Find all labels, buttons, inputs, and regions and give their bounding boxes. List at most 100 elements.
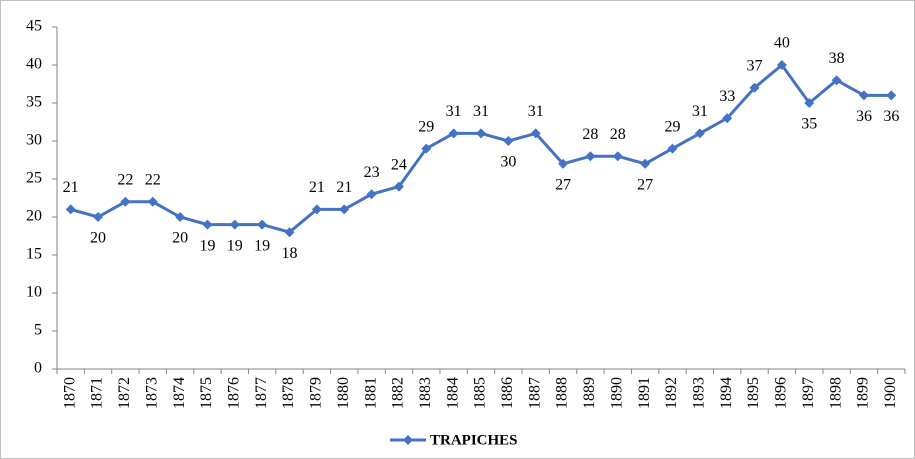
x-tick-label: 1870 [61,377,78,409]
x-tick-label: 1897 [800,377,817,409]
data-label: 19 [199,237,215,254]
y-tick-label: 45 [26,18,42,35]
x-tick-label: 1895 [745,377,762,409]
x-tick-label: 1881 [362,377,379,409]
data-label: 22 [117,171,133,188]
x-tick-label: 1878 [280,377,297,409]
data-point [339,204,350,215]
y-tick-label: 20 [26,208,42,225]
data-point [147,196,158,207]
data-point [476,128,486,139]
data-label: 27 [637,176,653,193]
x-tick-label: 1898 [827,377,844,409]
x-tick-label: 1888 [554,377,571,409]
y-tick-label: 5 [34,322,42,339]
data-point [804,98,815,108]
y-tick-label: 0 [34,360,42,377]
data-label: 19 [227,237,243,254]
data-label: 21 [63,179,79,196]
x-tick-label: 1893 [691,377,708,409]
data-point [311,204,322,215]
x-tick-label: 1890 [608,377,625,409]
data-point [175,212,186,222]
data-point [257,219,268,230]
data-label: 28 [610,126,626,143]
x-tick-label: 1882 [390,377,407,409]
x-tick-label: 1889 [581,377,598,409]
data-point [448,128,459,139]
data-label: 37 [747,57,763,74]
x-tick-label: 1894 [718,377,735,409]
data-label: 29 [664,118,680,135]
x-tick-label: 1879 [308,377,325,409]
data-point [393,181,404,192]
data-point [585,151,596,162]
data-point [831,75,842,86]
legend-marker [403,435,413,445]
x-tick-label: 1891 [636,377,653,409]
data-label: 27 [555,176,571,193]
x-tick-label: 1900 [882,377,899,409]
data-label: 24 [391,156,407,173]
x-tick-label: 1896 [773,377,790,409]
data-point [886,90,897,101]
data-label: 20 [172,230,188,247]
x-tick-label: 1884 [444,377,461,409]
data-label: 21 [336,179,352,196]
data-point [229,219,240,230]
x-tick-label: 1892 [663,377,680,409]
data-label: 30 [500,154,516,171]
data-label: 28 [582,126,598,143]
legend-label: TRAPICHES [430,432,518,448]
y-tick-label: 40 [26,56,42,73]
data-label: 20 [90,230,106,247]
data-point [530,128,541,139]
data-label: 40 [774,35,790,52]
data-label: 38 [829,50,845,67]
x-tick-label: 1877 [253,377,270,409]
data-point [749,82,760,93]
x-tick-label: 1874 [171,377,188,409]
data-label: 21 [309,179,325,196]
data-point [284,227,295,238]
data-point [120,196,131,207]
data-point [776,60,787,70]
data-label: 19 [254,237,270,254]
y-tick-label: 15 [26,246,42,263]
data-label: 18 [282,245,298,262]
data-label: 31 [528,103,544,120]
data-point [65,204,76,215]
data-point [558,158,569,169]
data-label: 35 [801,116,817,133]
data-point [202,219,213,230]
data-label: 29 [418,118,434,135]
data-point [503,136,514,146]
data-label: 31 [446,103,462,120]
data-label: 23 [364,164,380,181]
data-point [694,128,705,139]
data-label: 22 [145,171,161,188]
y-tick-label: 30 [26,132,42,149]
x-tick-label: 1886 [499,377,516,409]
data-point [640,158,651,169]
y-tick-label: 25 [26,170,42,187]
x-tick-label: 1899 [855,377,872,409]
data-point [722,113,733,124]
x-tick-label: 1885 [472,377,489,409]
x-tick-label: 1883 [417,377,434,409]
data-label: 31 [692,103,708,120]
data-point [93,212,104,222]
x-tick-label: 1876 [225,377,242,409]
data-label: 33 [719,88,735,105]
x-tick-label: 1875 [198,377,215,409]
data-point [858,90,869,101]
data-point [366,189,377,200]
x-tick-label: 1873 [143,377,160,409]
data-label: 31 [473,103,489,120]
y-tick-label: 10 [26,284,42,301]
data-label: 36 [856,108,872,125]
x-tick-label: 1880 [335,377,352,409]
